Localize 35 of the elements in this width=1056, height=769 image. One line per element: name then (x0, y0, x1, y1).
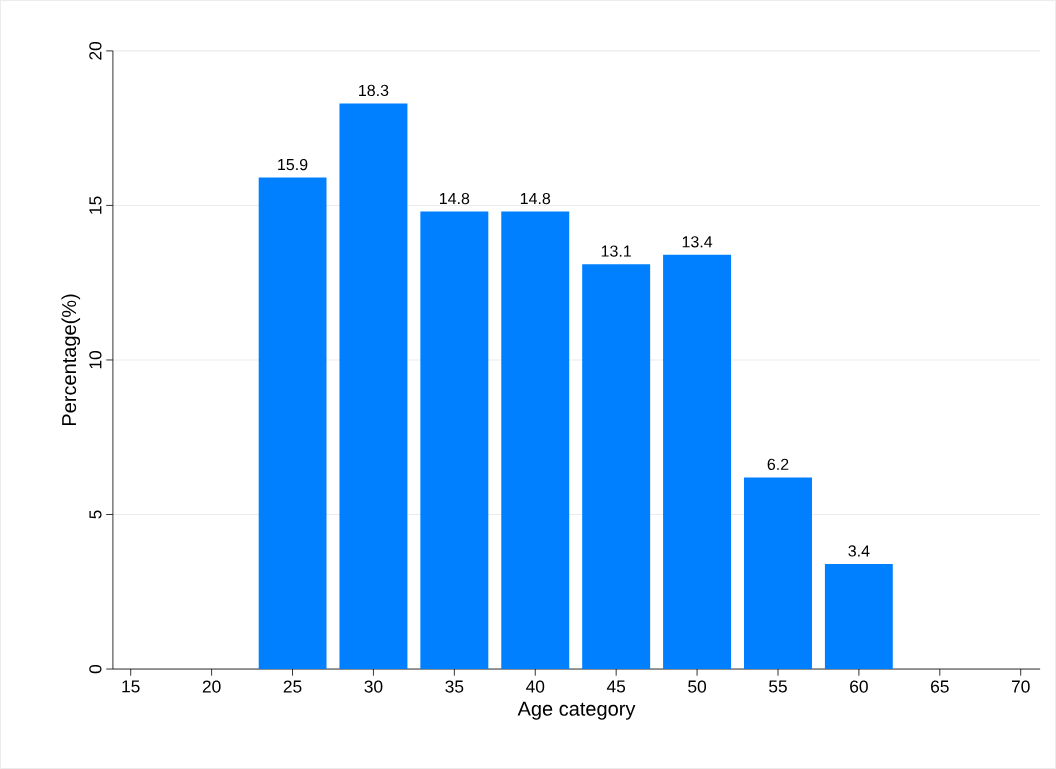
bar (339, 103, 408, 670)
x-tick-label: 60 (850, 680, 868, 693)
data-label: 15.9 (278, 158, 308, 171)
data-label: 13.4 (682, 236, 713, 248)
y-tick-label: 5 (89, 510, 102, 519)
y-tick-label: 15 (89, 196, 102, 214)
y-tick-label: 10 (89, 351, 102, 369)
data-label: 14.8 (439, 192, 470, 205)
y-tick-label: 20 (89, 41, 102, 60)
bar (663, 254, 732, 670)
x-axis-title: Age category (517, 701, 636, 720)
x-tick-label: 50 (688, 680, 707, 693)
bar (258, 177, 327, 670)
x-tick-label: 35 (445, 680, 464, 693)
x-tick-label: 15 (122, 680, 140, 693)
x-tick-label: 30 (364, 680, 383, 693)
y-axis-title: Percentage(%) (61, 294, 81, 426)
x-tick-label: 45 (606, 680, 626, 693)
data-label: 6.2 (767, 458, 789, 471)
bar (582, 264, 651, 670)
x-tick-label: 20 (202, 680, 221, 693)
x-tick-label: 25 (283, 680, 302, 693)
bar (420, 211, 489, 670)
bar (824, 563, 893, 670)
y-tick-label: 0 (89, 664, 102, 674)
data-label: 13.1 (601, 245, 631, 257)
data-label: 3.4 (848, 545, 870, 557)
x-tick-label: 65 (931, 680, 949, 693)
bar (744, 477, 812, 670)
data-label: 14.8 (520, 192, 551, 205)
bar (501, 211, 570, 670)
x-tick-label: 40 (526, 680, 545, 693)
x-tick-label: 55 (769, 680, 787, 693)
x-tick-label: 70 (1011, 680, 1030, 693)
data-label: 18.3 (359, 84, 389, 97)
